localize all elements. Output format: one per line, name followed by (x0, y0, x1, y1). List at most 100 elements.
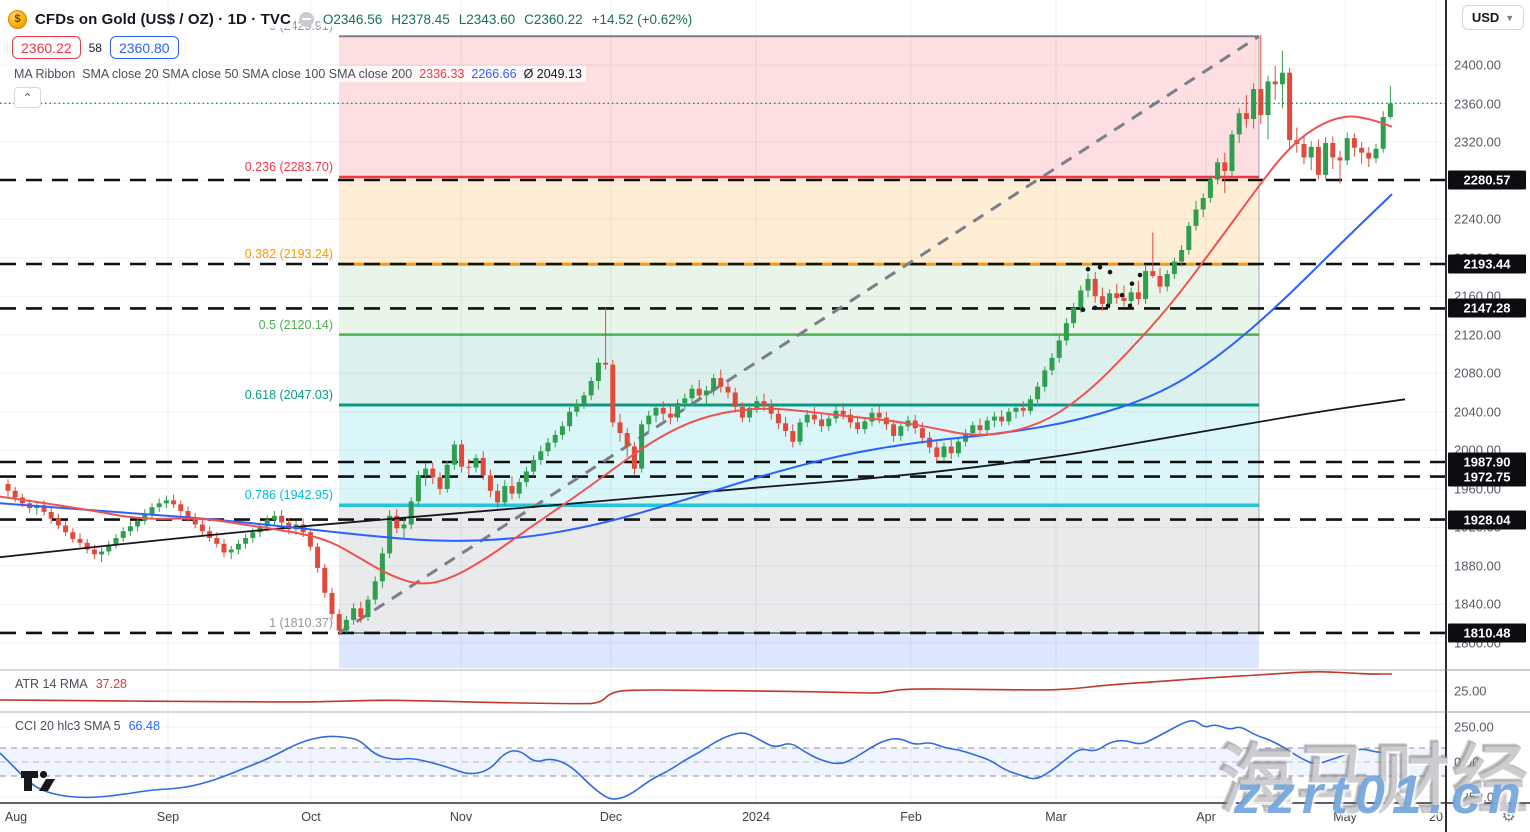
candle-body[interactable] (1344, 138, 1350, 161)
candle-body[interactable] (214, 538, 220, 544)
candle-body[interactable] (876, 412, 882, 418)
candle-body[interactable] (1200, 197, 1206, 210)
candle-body[interactable] (934, 447, 940, 457)
candle-body[interactable] (667, 413, 673, 418)
candle-body[interactable] (1308, 146, 1314, 158)
sell-button[interactable]: 2360.22 (12, 36, 81, 59)
candle-body[interactable] (1287, 72, 1293, 141)
candle-body[interactable] (156, 503, 162, 508)
candle-body[interactable] (711, 378, 717, 391)
price-level-badge[interactable]: 2280.57 (1448, 170, 1526, 190)
candle-body[interactable] (1063, 323, 1069, 341)
candle-body[interactable] (999, 416, 1005, 422)
candle-body[interactable] (120, 531, 126, 538)
candle-body[interactable] (41, 505, 47, 512)
candle-body[interactable] (1092, 278, 1098, 297)
candle-body[interactable] (804, 414, 810, 423)
candle-body[interactable] (790, 431, 796, 442)
candle-body[interactable] (725, 386, 731, 393)
price-level-badge[interactable]: 1972.75 (1448, 467, 1526, 487)
candle-body[interactable] (754, 401, 760, 408)
candle-body[interactable] (1078, 290, 1084, 308)
candle-body[interactable] (574, 404, 580, 412)
candle-body[interactable] (1251, 89, 1257, 119)
candle-body[interactable] (466, 466, 472, 468)
candle-body[interactable] (387, 515, 393, 554)
tradingview-logo[interactable] (20, 768, 64, 794)
price-axis-tick[interactable]: 2360.00 (1454, 96, 1501, 112)
candle-body[interactable] (1315, 146, 1321, 175)
candle-body[interactable] (840, 410, 846, 415)
candle-body[interactable] (955, 441, 961, 454)
candle-body[interactable] (718, 378, 724, 387)
candle-body[interactable] (1323, 143, 1329, 175)
candle-body[interactable] (1071, 307, 1077, 324)
candle-body[interactable] (682, 398, 688, 404)
candle-body[interactable] (1020, 407, 1026, 411)
candle-body[interactable] (639, 424, 645, 469)
candle-body[interactable] (351, 608, 357, 620)
candle-body[interactable] (171, 500, 177, 505)
cci-legend[interactable]: CCI 20 hlc3 SMA 5 66.48 (12, 719, 163, 733)
atr-legend[interactable]: ATR 14 RMA 37.28 (12, 677, 130, 691)
minus-circle-icon[interactable] (298, 11, 314, 27)
candle-body[interactable] (1387, 103, 1393, 118)
candle-body[interactable] (365, 599, 371, 617)
candle-body[interactable] (1171, 261, 1177, 275)
candle-body[interactable] (653, 407, 659, 416)
candle-body[interactable] (185, 511, 191, 518)
candle-body[interactable] (55, 518, 61, 526)
time-axis-label[interactable]: 20 (1429, 810, 1443, 824)
candle-body[interactable] (747, 407, 753, 418)
price-level-badge[interactable]: 1928.04 (1448, 510, 1526, 530)
candle-body[interactable] (739, 407, 745, 418)
time-axis-label[interactable]: Feb (900, 810, 922, 824)
candle-body[interactable] (192, 517, 198, 525)
candle-body[interactable] (401, 524, 407, 529)
candle-body[interactable] (199, 524, 205, 532)
candle-body[interactable] (1135, 292, 1141, 299)
candle-body[interactable] (336, 614, 342, 631)
candle-body[interactable] (948, 446, 954, 454)
candle-body[interactable] (819, 419, 825, 427)
candle-body[interactable] (1279, 72, 1285, 85)
cci-axis-tick[interactable]: 250.00 (1454, 719, 1494, 735)
candle-body[interactable] (451, 444, 457, 465)
candle-body[interactable] (12, 490, 18, 498)
candle-body[interactable] (984, 420, 990, 431)
price-level-badge[interactable]: 1987.90 (1448, 452, 1526, 472)
candle-body[interactable] (797, 422, 803, 442)
candle-body[interactable] (1366, 152, 1372, 159)
candle-body[interactable] (847, 414, 853, 423)
currency-dropdown[interactable]: USD ▼ (1462, 5, 1524, 30)
candle-body[interactable] (315, 546, 321, 568)
candle-body[interactable] (1215, 162, 1221, 180)
price-axis-tick[interactable]: 2400.00 (1454, 57, 1501, 73)
sma50-line[interactable] (0, 193, 1393, 542)
candle-body[interactable] (1193, 209, 1199, 226)
candle-body[interactable] (559, 426, 565, 435)
candle-body[interactable] (77, 538, 83, 543)
atr-line[interactable] (0, 670, 1392, 705)
candle-body[interactable] (99, 551, 105, 555)
price-axis-tick[interactable]: 2320.00 (1454, 134, 1501, 150)
candle-body[interactable] (1380, 117, 1386, 149)
candle-body[interactable] (603, 362, 609, 365)
candle-body[interactable] (408, 501, 414, 525)
candle-body[interactable] (1114, 293, 1120, 299)
candle-body[interactable] (1035, 386, 1041, 400)
candle-body[interactable] (271, 515, 277, 520)
candle-body[interactable] (588, 381, 594, 396)
candle-body[interactable] (826, 418, 832, 427)
candle-body[interactable] (1243, 113, 1249, 119)
candle-body[interactable] (1337, 157, 1343, 161)
candle-body[interactable] (178, 504, 184, 511)
candle-body[interactable] (1207, 179, 1213, 198)
candle-body[interactable] (1179, 250, 1185, 262)
candle-body[interactable] (70, 532, 76, 539)
candle-body[interactable] (1236, 113, 1242, 135)
price-axis-tick[interactable]: 1840.00 (1454, 596, 1501, 612)
candle-body[interactable] (610, 364, 616, 423)
candle-body[interactable] (1229, 134, 1235, 171)
time-axis-label[interactable]: May (1333, 810, 1357, 824)
